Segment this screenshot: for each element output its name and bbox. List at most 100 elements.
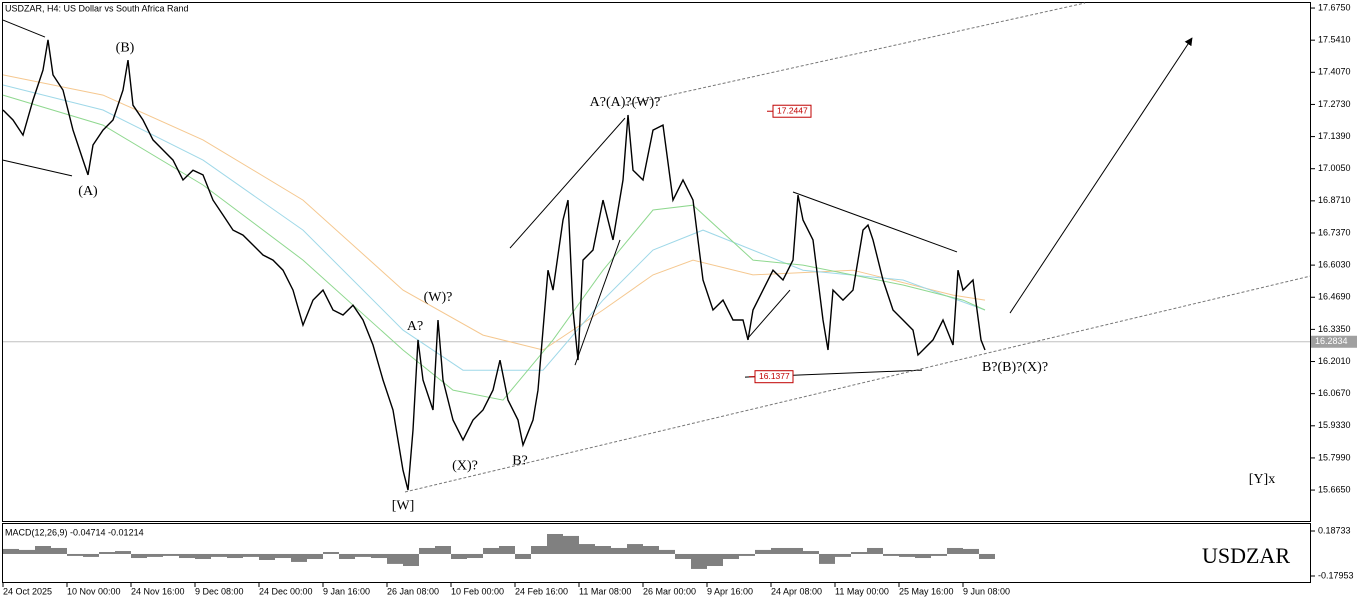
wave-label: [Y]x: [1249, 472, 1275, 487]
macd-bar: [739, 553, 755, 556]
macd-bar: [115, 551, 131, 554]
y-tick-label: 17.4070: [1318, 67, 1351, 77]
trend-line: [509, 117, 626, 249]
x-tick-label: 24 Dec 00:00: [259, 586, 313, 596]
macd-bar: [179, 553, 195, 559]
wave-label: (W)?: [424, 290, 453, 305]
macd-bar: [867, 547, 883, 554]
macd-bar: [531, 546, 547, 554]
y-tick-label: 0.18733: [1318, 525, 1351, 535]
y-tick-label: 17.1390: [1318, 131, 1351, 141]
wave-label: (X)?: [452, 458, 478, 473]
x-tick-label: 10 Nov 00:00: [67, 586, 121, 596]
macd-bar: [371, 553, 387, 559]
macd-bar: [435, 546, 451, 554]
trend-line: [2, 159, 73, 177]
price-label-box: [754, 370, 794, 384]
macd-bar: [403, 553, 419, 567]
macd-bar: [579, 544, 595, 554]
macd-bar: [771, 547, 787, 554]
x-tick-label: 11 May 00:00: [835, 586, 889, 596]
macd-bar: [643, 546, 659, 554]
macd-bar: [275, 553, 291, 559]
macd-bar: [915, 553, 931, 559]
macd-bar: [979, 553, 995, 560]
x-tick-label: 9 Dec 08:00: [195, 586, 244, 596]
trend-line: [2, 19, 46, 38]
trend-line: [747, 289, 791, 339]
y-tick-label: 17.0050: [1318, 163, 1351, 173]
macd-bar: [483, 547, 499, 554]
macd-bar: [227, 553, 243, 559]
macd-bar: [211, 553, 227, 557]
macd-bar: [963, 548, 979, 554]
macd-bar: [131, 553, 147, 559]
macd-bar: [723, 553, 739, 560]
macd-bar: [451, 553, 467, 560]
x-tick-label: 26 Mar 00:00: [643, 586, 696, 596]
x-tick-label: 9 Jan 16:00: [323, 586, 370, 596]
macd-bar: [515, 553, 531, 560]
macd-bar: [947, 547, 963, 554]
chart-title: USDZAR, H4: US Dollar vs South Africa Ra…: [5, 3, 189, 13]
macd-bar: [147, 553, 163, 557]
macd-bar: [51, 547, 67, 554]
macd-bar: [467, 553, 483, 559]
y-tick-label: 17.5410: [1318, 35, 1351, 45]
x-tick-label: 24 Feb 16:00: [515, 586, 568, 596]
macd-bar: [163, 553, 179, 556]
macd-bar: [259, 553, 275, 560]
x-tick-label: 24 Apr 08:00: [771, 586, 822, 596]
watermark: USDZAR: [1202, 543, 1290, 568]
y-tick-label: 17.2730: [1318, 99, 1351, 109]
macd-bar: [67, 553, 83, 556]
price-label: 16.1377: [759, 371, 790, 381]
x-tick-label: 10 Feb 00:00: [451, 586, 504, 596]
trend-line: [792, 191, 958, 253]
trend-line: [574, 239, 621, 366]
macd-bar: [611, 547, 627, 554]
y-tick-label: 16.7370: [1318, 227, 1351, 237]
wave-label: (A): [78, 184, 98, 199]
macd-bar: [547, 533, 563, 554]
y-tick-label: 16.8710: [1318, 195, 1351, 205]
macd-bar: [83, 553, 99, 557]
macd-bar: [883, 553, 899, 556]
macd-bar: [19, 549, 35, 554]
macd-bar: [835, 553, 851, 557]
macd-bar: [787, 547, 803, 554]
y-tick-label: 16.0670: [1318, 388, 1351, 398]
wave-label: [W]: [392, 498, 415, 513]
moving-average: [2, 84, 986, 371]
trend-line: [624, 2, 1086, 106]
wave-label: A?(A)?(W)?: [590, 95, 661, 110]
moving-average: [2, 74, 986, 351]
wave-label: B?(B)?(X)?: [982, 360, 1048, 375]
wave-label: B?: [512, 453, 528, 468]
x-tick-label: 25 May 16:00: [899, 586, 954, 596]
price-label-box: [772, 104, 812, 118]
y-tick-label: 16.3350: [1318, 324, 1351, 334]
macd-bar: [691, 553, 707, 569]
macd-bar: [243, 553, 259, 557]
macd-bar: [675, 553, 691, 560]
macd-bar: [819, 553, 835, 564]
macd-bar: [35, 546, 51, 554]
macd-bar: [899, 553, 915, 557]
x-tick-label: 9 Apr 16:00: [707, 586, 753, 596]
macd-bar: [323, 552, 339, 554]
macd-bar: [659, 549, 675, 554]
x-tick-label: 26 Jan 08:00: [387, 586, 439, 596]
macd-bar: [99, 552, 115, 554]
macd-bar: [803, 551, 819, 554]
y-tick-label: 15.6650: [1318, 484, 1351, 494]
macd-bar: [563, 535, 579, 554]
macd-bar: [355, 553, 371, 557]
moving-average: [2, 94, 986, 401]
y-tick-label: 16.6030: [1318, 259, 1351, 269]
current-price-label: 16.2834: [1315, 336, 1348, 346]
y-tick-label: -0.17953: [1318, 570, 1354, 580]
macd-bar: [851, 552, 867, 554]
macd-bar: [707, 553, 723, 567]
